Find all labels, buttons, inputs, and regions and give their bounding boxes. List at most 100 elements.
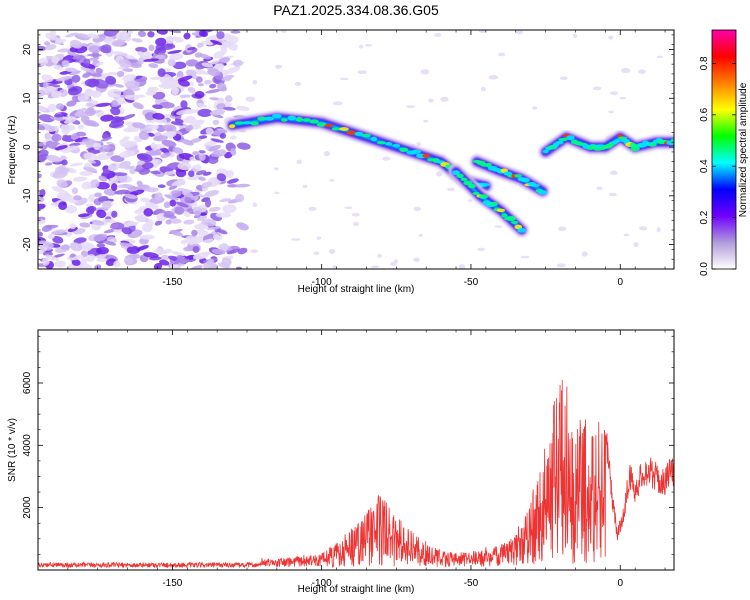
heatmap-noise-cell [196, 42, 204, 48]
heatmap-noise-cell [170, 121, 184, 126]
heatmap-noise-cell [187, 86, 196, 93]
heatmap-noise-cell [332, 264, 338, 269]
heatmap-noise-cell [225, 170, 235, 178]
heatmap-noise-cell [216, 31, 225, 40]
snr-plot-area [38, 330, 674, 570]
heatmap-noise-cell [169, 229, 183, 237]
heatmap-noise-cell [224, 151, 233, 159]
heatmap-noise-cell [220, 46, 227, 55]
colorbar-tick-label: 0.2 [699, 210, 710, 224]
heatmap-noise-cell [294, 82, 302, 86]
heatmap-noise-cell [208, 156, 219, 164]
heatmap-noise-cell [69, 162, 84, 167]
snr-x-tick-label: -100 [312, 578, 332, 589]
heatmap-noise-cell [413, 257, 420, 263]
heatmap-noise-cell [214, 63, 225, 70]
heatmap-noise-cell [113, 83, 125, 88]
heatmap-peak [287, 115, 297, 121]
heatmap-peak [460, 177, 468, 182]
heatmap-noise-cell [596, 186, 603, 190]
heatmap-noise-cell [46, 155, 62, 163]
heatmap-noise-cell [195, 229, 209, 236]
heatmap-noise-cell [83, 58, 91, 65]
heatmap-noise-cell [413, 206, 421, 211]
heatmap-peak [670, 138, 674, 143]
heatmap-peak [496, 208, 506, 213]
heatmap-noise-cell [302, 184, 308, 189]
heatmap-noise-cell [95, 102, 111, 107]
heatmap-noise-cell [114, 189, 130, 195]
heatmap-peak [250, 121, 259, 126]
heatmap-peak [472, 191, 480, 196]
heatmap-peak [331, 127, 342, 131]
heatmap-noise-cell [85, 203, 94, 207]
heatmap-noise-cell [144, 112, 156, 121]
heatmap-noise-cell [194, 90, 205, 98]
heatmap-noise-cell [119, 242, 135, 248]
heatmap-noise-cell [129, 62, 142, 68]
heatmap-x-tick-label: -50 [464, 277, 479, 288]
heatmap-noise-cell [229, 135, 237, 140]
heatmap-noise-cell [167, 30, 182, 34]
heatmap-noise-cell [447, 187, 456, 191]
heatmap-noise-cell [221, 74, 235, 81]
heatmap-noise-cell [93, 233, 108, 242]
heatmap-noise-cell [236, 222, 249, 231]
heatmap-noise-cell [40, 123, 55, 131]
heatmap-noise-cell [152, 113, 165, 120]
heatmap-noise-cell [38, 203, 46, 211]
heatmap-noise-cell [47, 233, 55, 240]
heatmap-noise-cell [137, 30, 146, 38]
heatmap-peak [302, 118, 311, 122]
heatmap-noise-cell [56, 190, 69, 200]
heatmap-noise-cell [56, 179, 68, 188]
heatmap-noise-cell [204, 199, 212, 208]
heatmap-noise-cell [190, 265, 203, 269]
heatmap-noise-cell [149, 76, 161, 81]
heatmap-noise-cell [153, 262, 163, 269]
heatmap-noise-cell [111, 99, 118, 108]
snr-y-axis-label: SNR (10 * v/v) [7, 418, 18, 482]
heatmap-noise-cell [131, 38, 143, 43]
heatmap-noise-cell [155, 54, 166, 60]
heatmap-noise-cell [390, 261, 397, 267]
heatmap-noise-cell [181, 191, 194, 198]
heatmap-noise-cell [203, 171, 212, 176]
heatmap-noise-cell [428, 98, 434, 103]
heatmap-noise-cell [232, 59, 243, 67]
heatmap-noise-cell [185, 69, 197, 76]
snr-panel: -150 -100 -50 0 2000 4000 6000 Height of strai… [7, 329, 675, 595]
heatmap-noise-cell [623, 233, 630, 237]
snr-x-axis-label: Height of straight line (km) [298, 584, 415, 595]
heatmap-noise-cell [185, 59, 199, 67]
heatmap-noise-cell [440, 96, 449, 102]
heatmap-noise-cell [198, 135, 208, 139]
heatmap-noise-cell [65, 67, 78, 73]
heatmap-noise-cell [608, 110, 615, 114]
heatmap-x-tick-label: -100 [312, 277, 332, 288]
heatmap-noise-cell [161, 139, 177, 148]
heatmap-noise-cell [204, 190, 220, 197]
heatmap-peak [422, 153, 431, 158]
heatmap-noise-cell [132, 102, 144, 110]
heatmap-noise-cell [143, 58, 160, 62]
heatmap-noise-cell [62, 134, 69, 140]
heatmap-noise-cell [89, 179, 100, 189]
heatmap-noise-cell [610, 170, 618, 176]
heatmap-noise-cell [199, 53, 212, 60]
heatmap-noise-cell [189, 137, 203, 144]
heatmap-noise-cell [88, 194, 95, 203]
heatmap-noise-cell [150, 170, 161, 175]
heatmap-noise-cell [86, 53, 102, 57]
heatmap-noise-cell [95, 61, 104, 66]
heatmap-noise-cell [556, 263, 567, 268]
heatmap-noise-cell [222, 42, 234, 47]
snr-y-tick-label: 4000 [22, 434, 33, 457]
heatmap-noise-cell [236, 105, 250, 111]
snr-x-tick-label: 0 [617, 578, 623, 589]
heatmap-noise-cell [77, 213, 90, 218]
heatmap-noise-cell [163, 201, 171, 209]
heatmap-noise-cell [377, 253, 383, 258]
heatmap-noise-cell [169, 52, 184, 61]
heatmap-noise-cell [112, 172, 128, 177]
